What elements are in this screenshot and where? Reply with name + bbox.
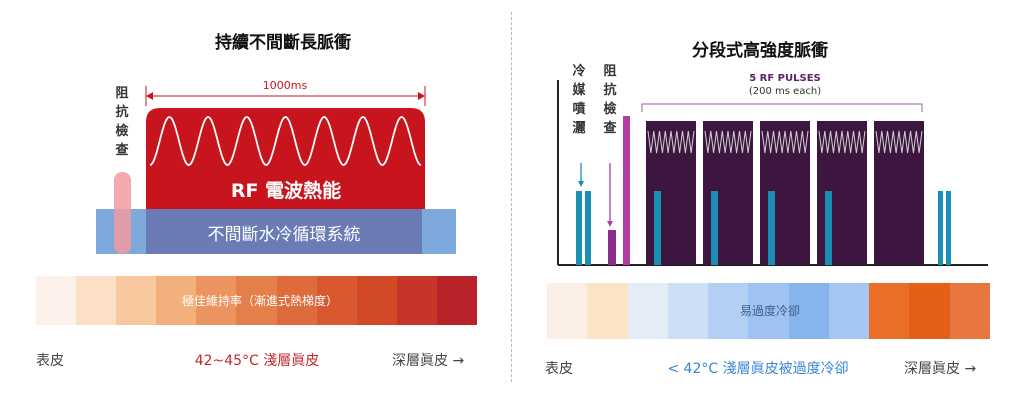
cryogen-bar-1 [576,191,582,265]
left-gradient-cell-4 [156,276,197,325]
left-gradient-cell-3 [116,276,157,325]
right-gradient-cell-4 [667,283,709,339]
rf-energy-label: RF 電波熱能 [230,180,342,202]
left-gradient-cell-8 [316,276,357,325]
rf-pulse-3 [760,121,810,265]
left-deep-dermis-label: 深層眞皮 → [392,353,465,369]
left-gradient-cell-2 [76,276,117,325]
left-caption: 42~45°C 淺層眞皮 [194,353,320,369]
impedance-tall-bar [623,116,630,265]
rf-pulse-1 [646,121,696,265]
rf-pulse-wave-5 [875,130,923,154]
rf-pulse-5 [874,121,924,265]
right-heat-gradient [547,283,990,339]
pulses-sublabel: (200 ms each) [748,86,822,97]
right-gradient-cell-7 [788,283,829,339]
left-skin-surface-label: 表皮 [36,353,64,369]
cryogen-bar-2 [585,191,591,265]
panel-divider [511,12,512,382]
interpulse-cooling-bar-2 [711,191,718,265]
rf-pulses-group [646,121,924,265]
rf-pulse-2 [703,121,753,265]
right-pulse-diagram [557,80,988,266]
impedance-check-bar [608,230,616,265]
cooling-bar-overlap [146,209,422,254]
left-gradient-cell-5 [196,276,237,325]
duration-arrow-right [418,92,425,100]
final-cryogen-bar-2 [946,191,951,265]
right-gradient-cell-11 [949,283,990,339]
right-gradient-cell-2 [587,283,628,339]
right-gradient-cell-6 [748,283,789,339]
duration-label: 1000ms [262,79,308,92]
right-gradient-cell-1 [547,283,588,339]
interpulse-cooling-bar-4 [825,191,832,265]
cooling-label: 不間斷水冷循環系統 [207,225,361,245]
interpulse-cooling-bar-3 [768,191,775,265]
cryogen-spray-label: 冷媒噴灑 [572,64,586,136]
rf-pulse-wave-2 [704,130,752,154]
left-panel-title: 持續不間斷長脈衝 [215,33,351,53]
left-pulse-diagram [96,86,456,254]
left-gradient-cell-7 [276,276,317,325]
final-cryogen-bar-1 [938,191,943,265]
duration-arrow-left [146,92,153,100]
right-gradient-cell-9 [869,283,910,339]
rf-pulse-wave-4 [818,130,866,154]
left-gradient-label: 極佳維持率（漸進式熱梯度） [181,294,338,308]
right-caption: < 42°C 淺層眞皮被過度冷卻 [667,361,849,377]
rf-pulse-wave-1 [647,130,695,154]
pulses-bracket [641,103,923,112]
right-gradient-cell-10 [909,283,950,339]
rf-pulse-wave-3 [761,130,809,154]
right-panel-title: 分段式高強度脈衝 [692,41,828,61]
interpulse-cooling-bar-1 [654,191,661,265]
impedance-check-pulse [114,172,131,254]
right-gradient-cell-8 [828,283,870,339]
left-gradient-cell-6 [236,276,277,325]
right-gradient-label: 易過度冷卻 [739,304,800,318]
right-gradient-cell-5 [708,283,749,339]
left-heat-gradient [36,276,478,325]
left-gradient-cell-10 [396,276,437,325]
left-impedance-label: 阻抗檢查 [115,86,129,158]
left-gradient-cell-11 [436,276,478,325]
left-gradient-cell-9 [356,276,397,325]
right-deep-dermis-label: 深層眞皮 → [904,361,977,377]
right-impedance-label: 阻抗檢查 [603,64,617,136]
pulses-label: 5 RF PULSES [749,73,821,84]
left-gradient-cell-1 [36,276,77,325]
rf-sine-wave [149,116,422,166]
right-gradient-cell-3 [627,283,668,339]
right-skin-surface-label: 表皮 [545,361,573,377]
rf-pulse-4 [817,121,867,265]
